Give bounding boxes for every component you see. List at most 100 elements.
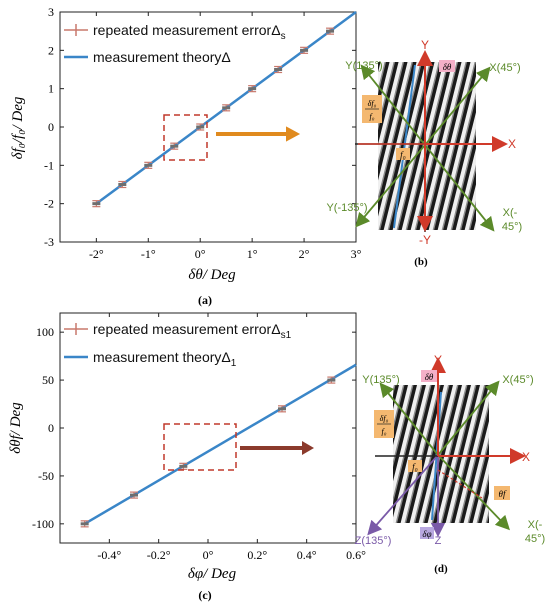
data-point: [92, 202, 101, 206]
diagram-d: Y X Y(135°) X(45°) X(- 45°) Z(135°) Z δθ…: [355, 353, 546, 575]
data-point: [196, 125, 205, 129]
delta-theta-box-b: [439, 60, 455, 72]
label-x45-d: X(45°): [502, 374, 533, 386]
x-tick-label: 3°: [351, 247, 362, 261]
x-tick-label: -0.4°: [97, 548, 121, 562]
x-tick-label: 0.2°: [247, 548, 267, 562]
label-x45-b: X(45°): [489, 62, 520, 74]
chart-c-y-tick-labels: -100 -50 0 50 100: [32, 325, 54, 531]
data-point: [327, 378, 336, 382]
legend-errorbar-label-c: repeated measurement errorΔs1: [93, 321, 292, 341]
label-z-d: Z: [435, 535, 442, 547]
chart-a: -2° -1° 0° 1° 2° 3° -3 -2 -1 0 1 2 3 repeated measu…: [10, 5, 362, 307]
data-point: [130, 493, 138, 497]
chart-a-ylabel: δf₀/f₀/ Deg: [10, 96, 26, 159]
panel-label-b: (b): [414, 256, 428, 268]
fringe-pattern-d: [393, 385, 489, 523]
label-x-d: X: [522, 450, 530, 464]
label-xneg45-d-1: X(-: [528, 519, 543, 531]
plot-frame-a: [59, 11, 357, 243]
y-tick-label: -2: [44, 197, 54, 211]
chart-c-xlabel: δφ/ Deg: [188, 566, 237, 582]
blue-reference-line-b: [393, 64, 416, 229]
chart-c-legend: repeated measurement errorΔs1 measuremen…: [64, 321, 292, 369]
chart-c-ticks: [60, 313, 357, 543]
chart-a-y-tick-labels: -3 -2 -1 0 1 2 3: [44, 5, 54, 249]
axis-yneg135-b: [355, 144, 426, 228]
chart-c-theory-line: [84, 363, 357, 525]
axis-xneg45-d: [437, 454, 510, 531]
x-tick-label: 0°: [203, 548, 214, 562]
y-tick-label: -3: [44, 235, 54, 249]
y-tick-label: 100: [36, 325, 54, 339]
x-tick-label: -1°: [141, 247, 156, 261]
panel-label-c: (c): [198, 588, 211, 602]
legend-line-label-c: measurement theoryΔ1: [93, 349, 237, 369]
label-neg-y-b: -Y: [419, 233, 431, 247]
red-dashed-d: [437, 469, 483, 499]
x-tick-label: 0.4°: [297, 548, 317, 562]
y-tick-label: -1: [44, 158, 54, 172]
axis-x45-d: [437, 380, 500, 456]
chart-a-errorbars: [92, 27, 335, 208]
x-tick-label: 0°: [195, 247, 206, 261]
data-point: [118, 183, 127, 186]
x-tick-label: 0.6°: [346, 548, 366, 562]
data-point: [144, 163, 153, 167]
fringe-pattern-b: [378, 62, 476, 230]
y-tick-label: 1: [48, 82, 54, 96]
y-tick-label: -50: [38, 469, 54, 483]
label-y-d: Y: [434, 353, 442, 367]
label-x-b: X: [508, 137, 516, 151]
x-tick-label: 1°: [247, 247, 258, 261]
label-frac-bot-d: f₀: [381, 427, 386, 436]
zoom-box-a: [163, 114, 208, 161]
label-delta-theta-d: δθ: [425, 372, 434, 382]
y-tick-label: -100: [32, 517, 54, 531]
axis-xneg45-b: [424, 144, 495, 232]
data-point: [278, 407, 286, 411]
chart-c-x-tick-labels: -0.4° -0.2° 0° 0.2° 0.4° 0.6°: [97, 548, 366, 562]
label-xneg45-d-2: 45°): [525, 533, 545, 545]
label-f0-b: f₀: [400, 150, 406, 160]
label-delta-theta-b: δθ: [443, 62, 452, 72]
y-tick-label: 0: [48, 120, 54, 134]
f0-box-d: [408, 460, 422, 472]
x-tick-label: -2°: [89, 247, 104, 261]
axis-x45-b: [424, 66, 491, 146]
chart-a-ticks: [60, 11, 357, 243]
y-tick-label: 2: [48, 43, 54, 57]
chart-c: -0.4° -0.2° 0° 0.2° 0.4° 0.6° -100 -50 0 50 100 r…: [8, 312, 366, 602]
data-point: [326, 29, 335, 33]
label-xneg45-b-1: X(-: [503, 207, 518, 219]
legend-line-label: measurement theoryΔ: [93, 49, 231, 65]
x-tick-label: 2°: [299, 247, 310, 261]
delta-theta-box-d: [421, 370, 437, 382]
x-tick-label: -0.2°: [147, 548, 171, 562]
data-point: [300, 48, 309, 52]
label-theta-f-d: θf: [499, 489, 507, 499]
diagram-b: Y -Y X Y(135°) X(45°) Y(-135°) X(- 45°) …: [326, 38, 522, 268]
data-point: [248, 87, 257, 91]
label-delta-phi-d: δφ: [422, 529, 431, 539]
label-y135-d: Y(135°): [362, 374, 399, 386]
zoom-arrow-c: [240, 441, 314, 455]
chart-c-ylabel: δθf/ Deg: [8, 402, 24, 454]
chart-a-xlabel: δθ/ Deg: [188, 267, 236, 283]
axis-z135-d: [367, 454, 439, 536]
panel-label-d: (d): [434, 563, 448, 575]
label-frac-bot-b: f₀: [369, 112, 374, 121]
axis-y135-b: [360, 64, 426, 146]
label-frac-top-d: δf₀: [380, 414, 389, 423]
label-z135-d: Z(135°): [355, 535, 392, 547]
zoom-arrow-a: [216, 126, 301, 142]
theta-f-box-d: [494, 486, 510, 500]
y-tick-label: 3: [48, 5, 54, 19]
label-xneg45-b-2: 45°): [502, 221, 522, 233]
label-y-b: Y: [421, 38, 429, 52]
f0-box-b: [396, 148, 410, 160]
plot-frame-c: [59, 312, 357, 544]
label-yneg135-b: Y(-135°): [326, 202, 367, 214]
axis-y135-d: [379, 382, 439, 456]
